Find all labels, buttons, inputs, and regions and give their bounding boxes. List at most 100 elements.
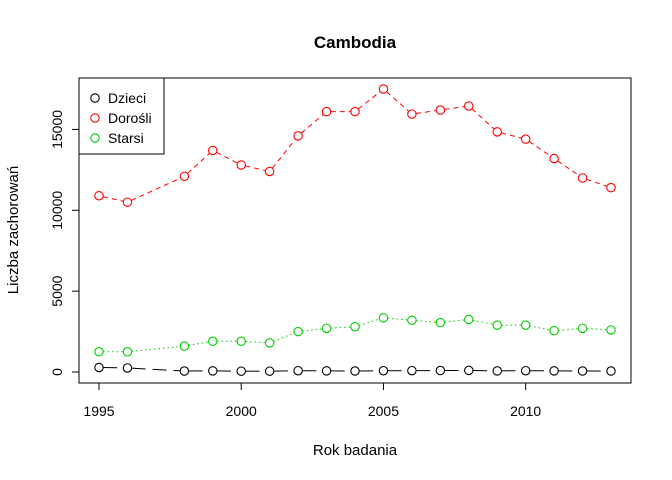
data-point <box>122 347 133 357</box>
data-point <box>179 171 190 182</box>
data-point <box>464 101 474 111</box>
data-point <box>464 314 474 325</box>
data-point <box>577 366 588 376</box>
y-axis-label: Liczba zachorowań <box>5 166 22 294</box>
series-segment <box>529 325 551 331</box>
data-point <box>236 160 246 170</box>
data-point <box>208 145 218 156</box>
data-point <box>350 366 360 376</box>
data-point <box>407 365 417 376</box>
data-point <box>94 190 104 201</box>
series-segment <box>586 178 608 187</box>
series-segment <box>245 341 266 344</box>
series-segment <box>330 326 351 329</box>
y-tick-label: 10000 <box>49 191 65 230</box>
x-tick-label: 1995 <box>83 403 114 419</box>
x-tick-label: 2000 <box>226 403 257 419</box>
series-segment <box>245 165 266 172</box>
series-segment <box>387 317 408 321</box>
series-segment <box>415 110 437 114</box>
series-layer <box>94 84 616 376</box>
data-point <box>435 105 446 115</box>
x-tick-label: 2010 <box>510 403 541 419</box>
data-point <box>492 127 502 137</box>
data-point <box>94 347 104 357</box>
series-segment <box>416 320 437 323</box>
series-segment <box>444 319 465 323</box>
data-point <box>606 366 616 376</box>
data-point <box>577 173 588 183</box>
y-tick-label: 5000 <box>49 275 65 306</box>
series-segment <box>558 328 579 331</box>
data-point <box>464 365 474 376</box>
data-point <box>549 366 559 376</box>
x-axis-label: Rok badania <box>313 442 398 459</box>
data-point <box>492 366 502 376</box>
data-point <box>520 365 531 376</box>
data-point <box>122 197 133 207</box>
series-segment <box>187 152 211 174</box>
data-point <box>378 365 389 376</box>
data-point <box>378 84 389 94</box>
series-segment <box>557 160 580 176</box>
series-segment <box>271 138 296 169</box>
data-point <box>520 134 531 144</box>
legend-entry: Dzieci <box>108 90 146 106</box>
legend-entry: Dorośli <box>108 110 152 126</box>
data-point <box>208 366 218 376</box>
data-point <box>407 109 417 119</box>
series-segment <box>131 177 181 201</box>
data-point <box>236 336 246 347</box>
data-point <box>435 317 446 328</box>
data-point <box>321 323 332 334</box>
data-point <box>407 315 417 326</box>
series-segment <box>102 196 124 202</box>
data-point <box>321 366 332 376</box>
series-segment <box>528 141 551 157</box>
data-point <box>293 326 303 337</box>
data-point <box>122 363 133 373</box>
series-segment <box>472 319 494 325</box>
legend: Dzieci Dorośli Starsi <box>78 77 165 155</box>
data-point <box>549 326 559 336</box>
series-segment <box>188 341 209 346</box>
series-segment <box>302 328 323 332</box>
data-point <box>179 366 190 376</box>
data-point <box>350 321 360 332</box>
x-tick-label: 2005 <box>368 403 399 419</box>
chart-title: Cambodia <box>314 33 397 52</box>
series-starsi <box>94 313 616 357</box>
series-segment <box>357 91 381 110</box>
data-point <box>293 365 303 376</box>
data-point <box>606 325 616 335</box>
data-point <box>94 362 104 373</box>
series-segment <box>216 151 238 164</box>
data-point <box>520 320 531 330</box>
series-dzieci <box>94 362 616 376</box>
data-point <box>606 182 616 193</box>
series-segment <box>386 91 410 112</box>
series-segment <box>444 106 465 110</box>
legend-entry: Starsi <box>108 130 144 146</box>
series-segment <box>586 328 607 331</box>
legend-marker <box>90 93 100 103</box>
data-point <box>321 106 332 117</box>
data-point <box>492 320 502 330</box>
series-segment <box>131 346 181 352</box>
data-point <box>264 366 275 376</box>
data-point <box>236 366 246 376</box>
data-point <box>293 131 303 141</box>
series-dorośli <box>94 84 616 207</box>
y-tick-label: 0 <box>49 368 65 376</box>
series-segment <box>131 367 181 372</box>
series-segment <box>471 108 495 130</box>
series-segment <box>501 132 522 139</box>
legend-marker <box>90 133 100 143</box>
series-segment <box>273 332 295 342</box>
data-point <box>264 338 275 348</box>
series-segment <box>358 318 380 326</box>
axes: 1995 2000 2005 2010 0 5000 10000 15000 <box>49 110 541 419</box>
data-point <box>435 365 446 376</box>
y-tick-label: 15000 <box>49 110 65 149</box>
